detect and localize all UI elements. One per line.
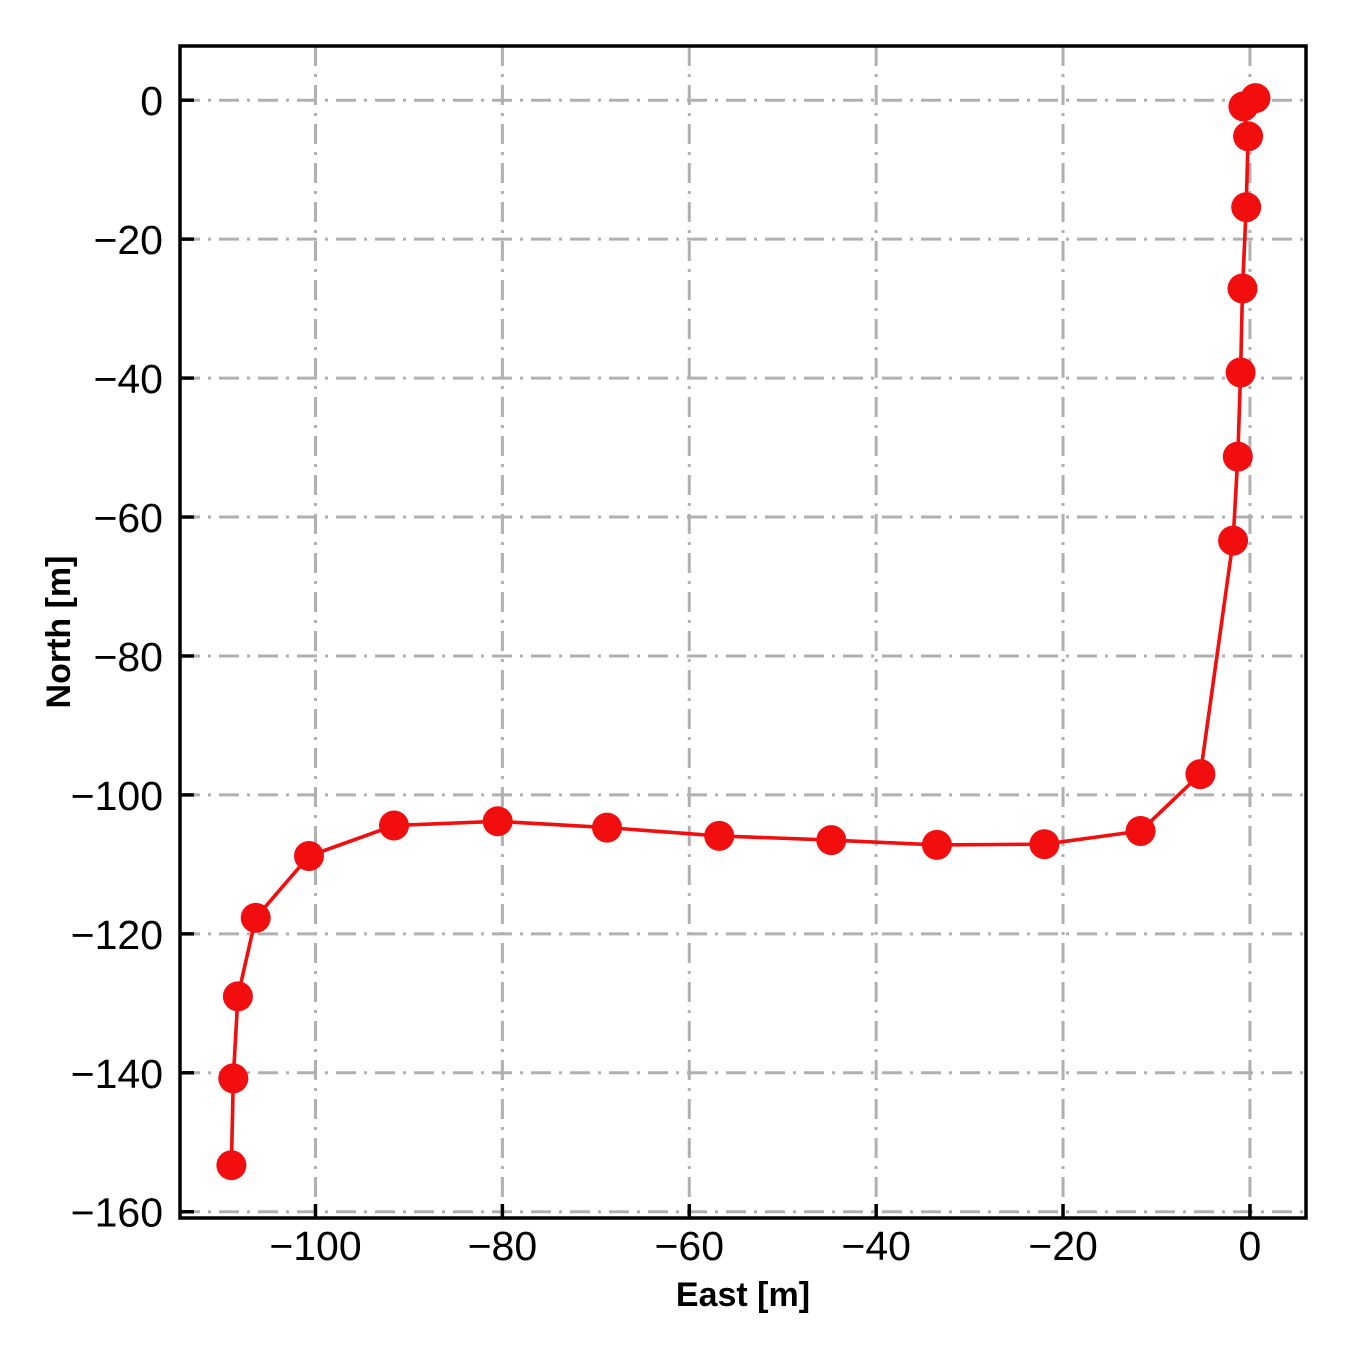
x-tick-label: −20 — [1028, 1223, 1098, 1269]
y-tick-label: −100 — [71, 773, 163, 819]
y-tick-label: −40 — [93, 356, 163, 402]
y-tick-label: −140 — [71, 1051, 163, 1097]
data-point-marker — [1218, 525, 1249, 556]
x-tick-label: −80 — [468, 1223, 538, 1269]
data-point-marker — [816, 825, 847, 856]
x-axis-label: East [m] — [676, 1276, 810, 1314]
data-point-marker — [1228, 91, 1259, 122]
grid-layer — [180, 46, 1306, 1218]
data-point-marker — [592, 812, 622, 843]
data-point-marker — [294, 841, 324, 871]
data-point-marker — [1225, 357, 1256, 388]
data-point-marker — [1125, 816, 1156, 846]
data-point-marker — [482, 806, 513, 837]
data-point-marker — [379, 810, 409, 841]
data-point-marker — [222, 981, 253, 1012]
y-tick-label: −120 — [71, 912, 163, 958]
x-tick-label: −40 — [841, 1223, 911, 1269]
y-tick-label: −80 — [93, 634, 163, 680]
trajectory-line — [229, 96, 1258, 1167]
y-tick-label: −60 — [93, 495, 163, 541]
data-point-marker — [1233, 121, 1264, 152]
y-tick-label: −160 — [71, 1190, 163, 1236]
y-tick-label: 0 — [140, 78, 163, 124]
ticks-layer — [180, 98, 1252, 1218]
data-point-marker — [218, 1063, 249, 1094]
tick-labels-layer: −100 −80 −60 −40 −20 0 0 −20 −40 −60 −80 −100 −120 −1… — [71, 78, 1262, 1269]
data-point-marker — [1227, 273, 1258, 304]
data-point-marker — [216, 1150, 247, 1181]
x-tick-label: −60 — [654, 1223, 724, 1269]
y-axis-label: North [m] — [40, 556, 78, 709]
x-tick-label: −100 — [269, 1223, 361, 1269]
data-point-marker — [240, 902, 271, 933]
data-point-marker — [704, 820, 735, 851]
data-point-marker — [1222, 441, 1253, 472]
data-point-marker — [921, 829, 952, 860]
x-tick-label: 0 — [1239, 1223, 1262, 1269]
y-tick-label: −20 — [93, 217, 163, 263]
data-point-marker — [1231, 192, 1262, 223]
data-point-marker — [1029, 829, 1060, 860]
data-point-marker — [1185, 759, 1216, 790]
plot-border — [178, 44, 1308, 1220]
data-layer — [216, 83, 1271, 1181]
